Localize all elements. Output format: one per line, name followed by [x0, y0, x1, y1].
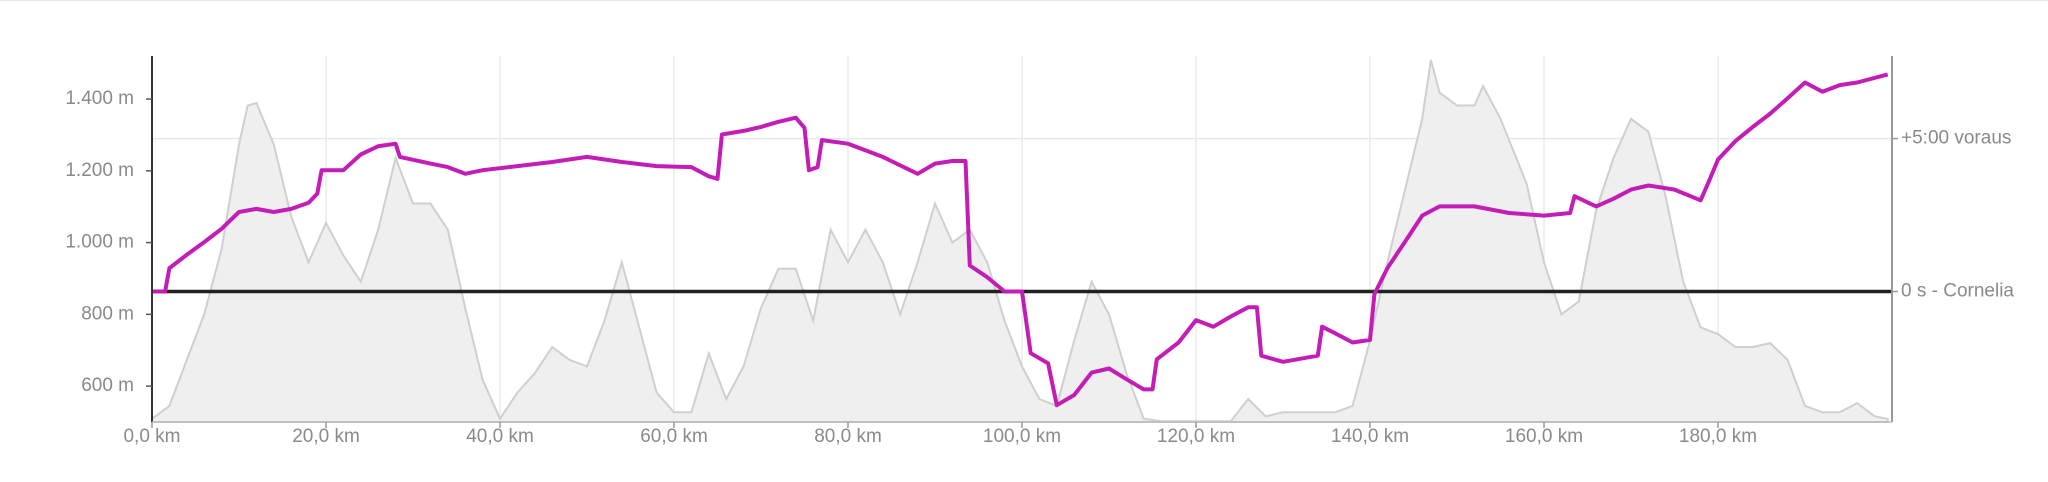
x-tick-label: 140,0 km	[1331, 426, 1409, 447]
y-tick-label: 1.200 m	[65, 160, 134, 181]
time-gap-line	[152, 72, 1889, 408]
x-tick-label: 80,0 km	[814, 426, 882, 447]
y2-tick-label: 0 s - Cornelia	[1901, 281, 2014, 302]
y-tick-label: 800 m	[81, 303, 134, 324]
x-tick-label: 60,0 km	[640, 426, 708, 447]
x-tick-label: 40,0 km	[466, 426, 534, 447]
x-tick-label: 160,0 km	[1505, 426, 1583, 447]
elevation-area	[151, 59, 1889, 423]
y-tick-label: 1.400 m	[65, 88, 134, 109]
y-tick-label: 600 m	[81, 375, 134, 396]
x-tick-label: 180,0 km	[1679, 426, 1757, 447]
x-tick-label: 120,0 km	[1157, 426, 1235, 447]
x-tick-label: 100,0 km	[983, 426, 1061, 447]
x-tick-label: 20,0 km	[292, 426, 360, 447]
y-tick-label: 1.000 m	[65, 232, 134, 253]
x-tick-label: 0,0 km	[123, 426, 180, 447]
y2-tick-label: +5:00 voraus	[1901, 128, 2011, 149]
